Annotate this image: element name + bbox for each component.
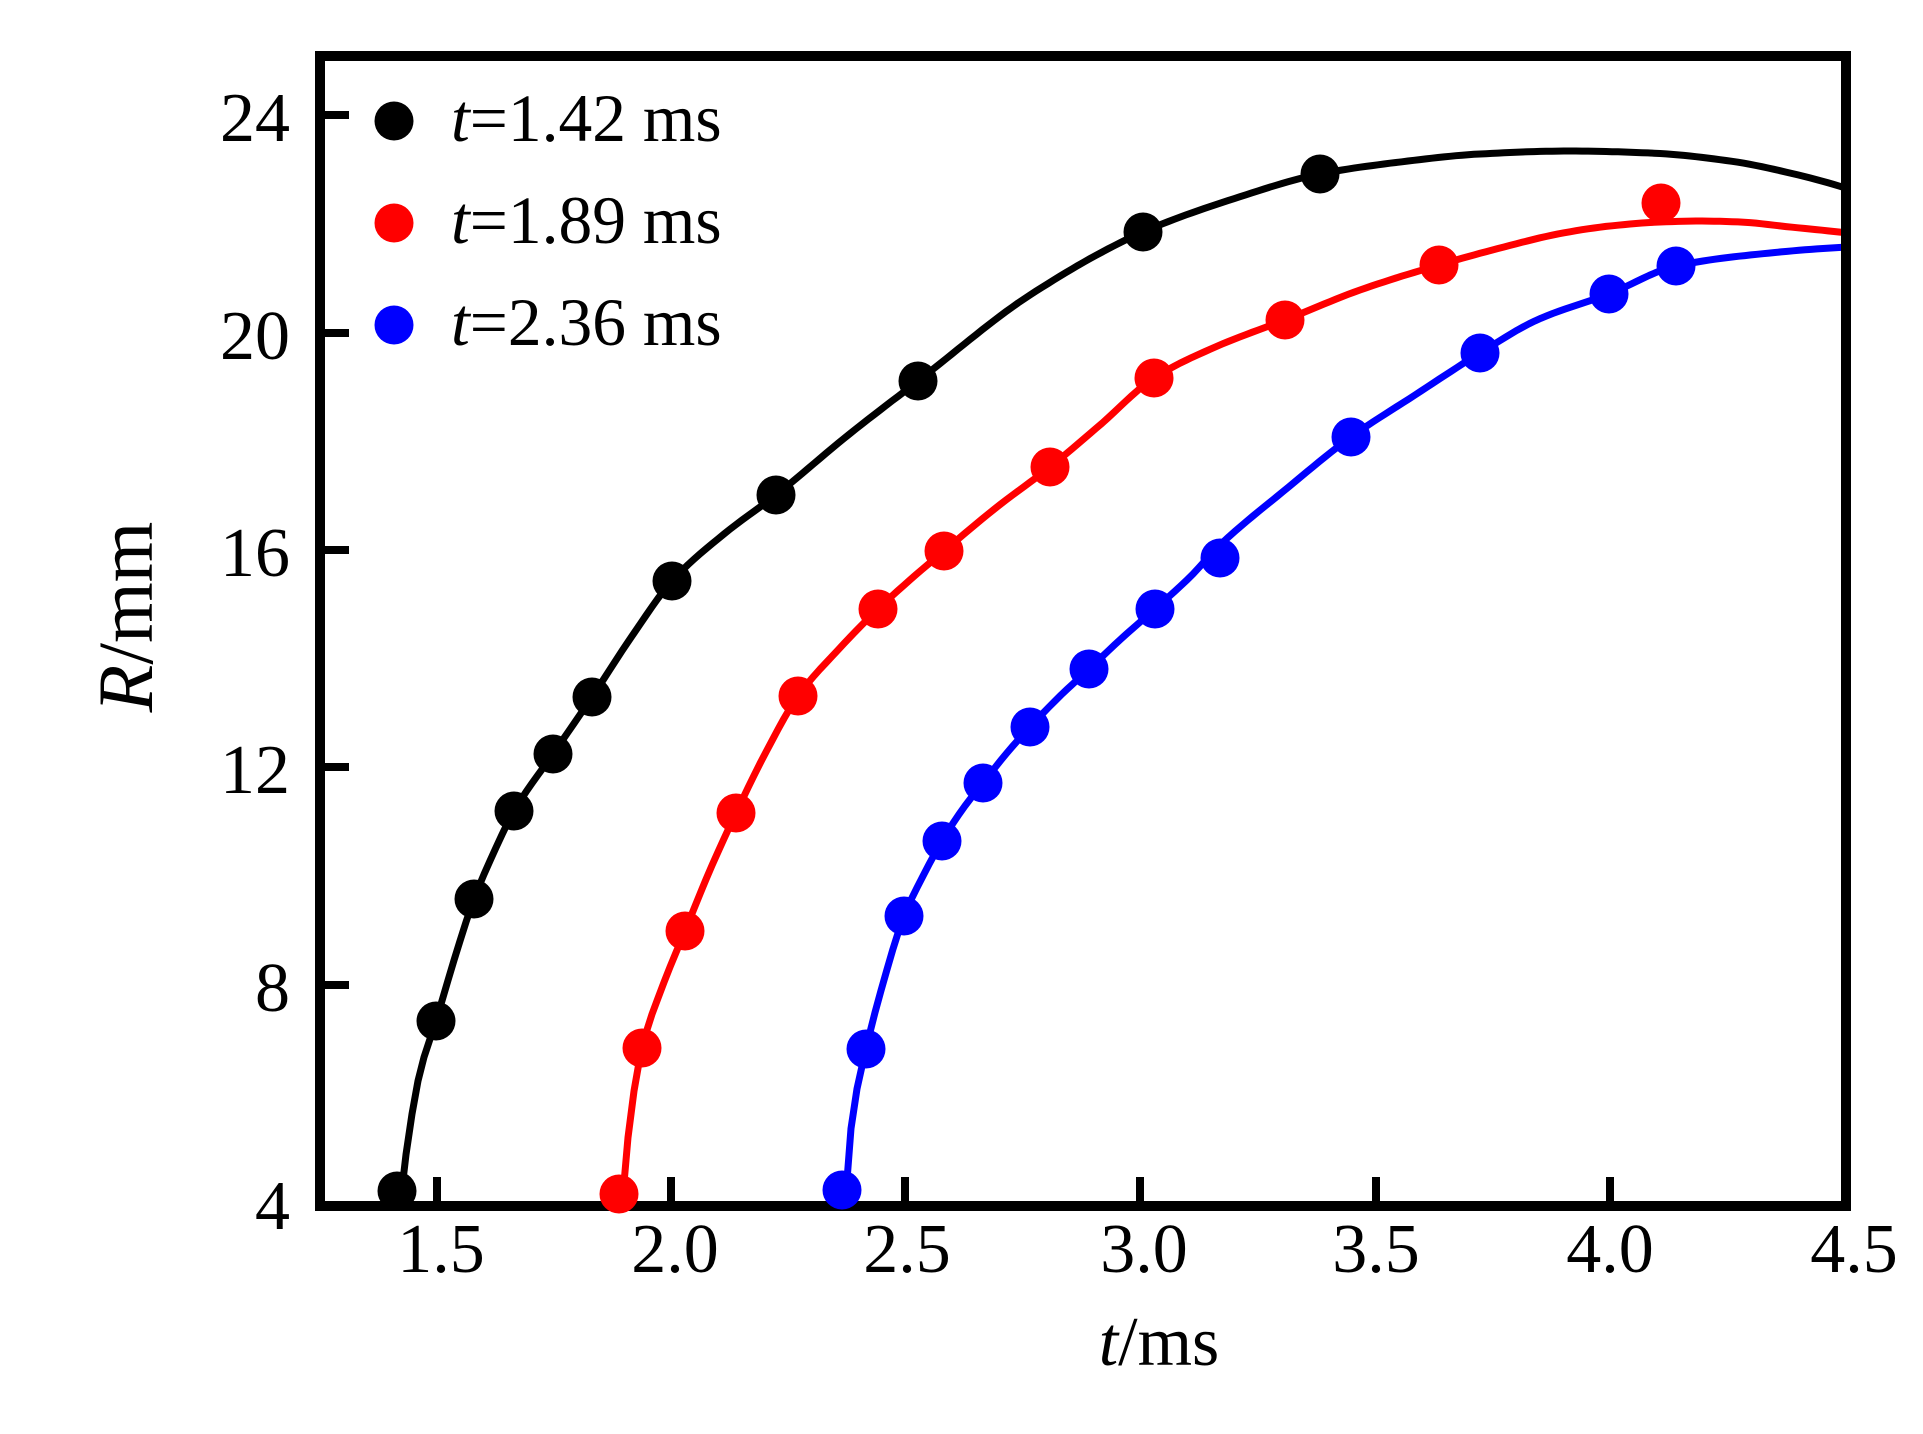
svg-text:4: 4: [255, 1168, 290, 1245]
svg-text:t=1.42 ms: t=1.42 ms: [451, 81, 722, 156]
svg-text:12: 12: [220, 732, 290, 809]
svg-text:1.5: 1.5: [397, 1211, 485, 1288]
svg-text:2.0: 2.0: [631, 1211, 719, 1288]
svg-text:4.5: 4.5: [1810, 1211, 1898, 1288]
svg-text:t=1.89 ms: t=1.89 ms: [451, 183, 722, 258]
svg-text:16: 16: [220, 515, 290, 592]
svg-text:24: 24: [220, 80, 290, 157]
svg-text:2.5: 2.5: [863, 1211, 951, 1288]
svg-text:3.5: 3.5: [1332, 1211, 1420, 1288]
svg-text:R/mm: R/mm: [82, 522, 169, 714]
svg-text:3.0: 3.0: [1100, 1211, 1188, 1288]
svg-text:t/ms: t/ms: [1099, 1304, 1220, 1381]
svg-text:t=2.36 ms: t=2.36 ms: [451, 285, 722, 360]
svg-text:20: 20: [220, 298, 290, 375]
svg-text:8: 8: [255, 950, 290, 1027]
svg-text:4.0: 4.0: [1566, 1211, 1654, 1288]
